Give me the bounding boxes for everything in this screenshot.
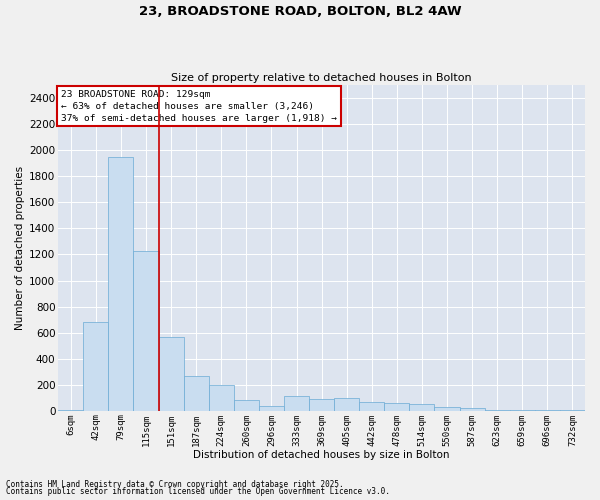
Bar — [158, 336, 184, 411]
Bar — [510, 410, 535, 411]
Bar — [385, 403, 409, 411]
Y-axis label: Number of detached properties: Number of detached properties — [15, 166, 25, 330]
Text: 23, BROADSTONE ROAD, BOLTON, BL2 4AW: 23, BROADSTONE ROAD, BOLTON, BL2 4AW — [139, 5, 461, 18]
Bar — [409, 404, 434, 411]
Title: Size of property relative to detached houses in Bolton: Size of property relative to detached ho… — [171, 73, 472, 83]
Bar — [109, 157, 133, 411]
X-axis label: Distribution of detached houses by size in Bolton: Distribution of detached houses by size … — [193, 450, 450, 460]
Bar — [259, 406, 284, 411]
Text: Contains public sector information licensed under the Open Government Licence v3: Contains public sector information licen… — [6, 487, 390, 496]
Bar — [83, 322, 109, 411]
Bar — [560, 410, 585, 411]
Bar — [359, 402, 385, 411]
Bar — [184, 376, 209, 411]
Bar — [309, 399, 334, 411]
Bar — [535, 410, 560, 411]
Bar — [434, 407, 460, 411]
Text: 23 BROADSTONE ROAD: 129sqm
← 63% of detached houses are smaller (3,246)
37% of s: 23 BROADSTONE ROAD: 129sqm ← 63% of deta… — [61, 90, 337, 122]
Bar — [284, 396, 309, 411]
Bar — [234, 400, 259, 411]
Bar — [209, 385, 234, 411]
Bar — [485, 410, 510, 411]
Bar — [133, 250, 158, 411]
Bar — [334, 398, 359, 411]
Bar — [460, 408, 485, 411]
Text: Contains HM Land Registry data © Crown copyright and database right 2025.: Contains HM Land Registry data © Crown c… — [6, 480, 344, 489]
Bar — [58, 410, 83, 411]
